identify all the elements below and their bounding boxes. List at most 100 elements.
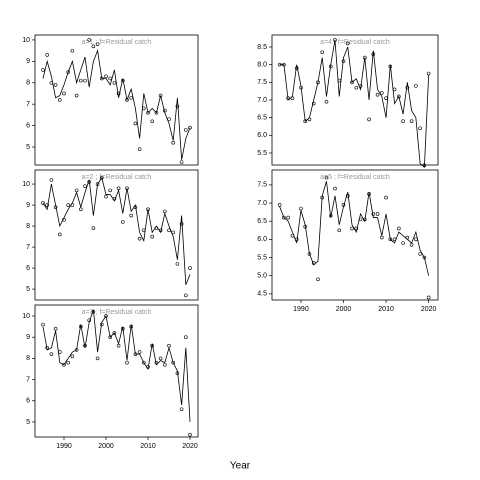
observed-point (418, 126, 422, 131)
observed-point (350, 226, 354, 231)
fitted-line (279, 181, 430, 276)
y-tick-label: 6.5 (257, 218, 267, 225)
observed-point (150, 119, 155, 124)
observed-point (354, 226, 359, 231)
y-tick-label: 6.5 (257, 115, 267, 122)
y-tick-label: 8.5 (257, 44, 267, 51)
observed-point (150, 234, 155, 239)
y-tick-label: 10 (22, 313, 30, 320)
y-tick-label: 5.5 (257, 254, 267, 261)
observed-point (83, 184, 87, 188)
panel-title: a=4 ; f=Residual catch (320, 39, 390, 46)
observed-point (282, 215, 286, 220)
observed-point (104, 194, 108, 199)
observed-point (158, 356, 163, 361)
observed-point (375, 212, 380, 216)
observed-point (112, 331, 117, 335)
observed-point (116, 91, 121, 96)
fitted-line (279, 39, 430, 168)
observed-point (125, 360, 129, 365)
observed-point (121, 220, 125, 224)
x-tick-label: 2010 (378, 306, 394, 313)
observed-point (311, 101, 316, 106)
observed-point (414, 84, 418, 88)
y-tick-label: 10 (22, 37, 30, 44)
observed-point (104, 74, 108, 79)
observed-point (45, 53, 49, 57)
y-tick-label: 6 (26, 398, 30, 405)
observed-point (95, 356, 100, 361)
x-tick-label: 2010 (140, 443, 156, 450)
y-tick-label: 7 (26, 376, 30, 383)
observed-point (108, 188, 112, 193)
y-tick-label: 5 (26, 144, 30, 151)
observed-point (112, 80, 117, 85)
y-tick-label: 7 (26, 244, 30, 251)
y-tick-label: 4.5 (257, 291, 267, 298)
panel-frame (34, 304, 199, 438)
observed-point (91, 226, 96, 230)
y-tick-label: 10 (22, 181, 30, 188)
observed-point (41, 68, 45, 72)
observed-point (299, 206, 303, 211)
observed-point (171, 140, 176, 145)
y-tick-label: 7.0 (257, 97, 267, 104)
y-tick-label: 6.0 (257, 132, 267, 139)
observed-point (286, 215, 290, 220)
x-tick-label: 2020 (182, 443, 198, 450)
observed-point (397, 226, 401, 231)
observed-point (316, 277, 320, 282)
observed-point (409, 119, 414, 123)
x-tick-label: 2000 (98, 443, 114, 450)
observed-point (320, 50, 325, 55)
panel-frame (34, 169, 199, 301)
panel-frame (271, 169, 439, 301)
observed-point (129, 213, 134, 218)
observed-point (380, 91, 384, 95)
panel-title: a=2 ; f=Residual catch (82, 174, 152, 181)
observed-point (401, 119, 405, 123)
observed-point (405, 85, 410, 90)
y-tick-label: 7 (26, 101, 30, 108)
observed-point (175, 104, 180, 109)
observed-point (137, 350, 142, 354)
observed-point (426, 71, 431, 76)
y-tick-label: 6.0 (257, 236, 267, 243)
observed-point (62, 91, 66, 96)
observed-point (49, 352, 54, 356)
y-tick-label: 6 (26, 122, 30, 129)
observed-point (74, 93, 79, 98)
observed-point (324, 99, 329, 104)
y-tick-label: 9 (26, 334, 30, 341)
observed-point (333, 186, 337, 191)
observed-point (91, 44, 96, 49)
observed-point (337, 228, 342, 233)
y-tick-label: 8.0 (257, 62, 267, 69)
observed-point (49, 178, 54, 182)
panel-title: a=3 ; f=Residual catch (82, 309, 152, 316)
observed-point (83, 78, 87, 83)
observed-point (133, 121, 138, 126)
observed-point (175, 262, 180, 266)
panel-title: a=1 ; f=Residual catch (82, 39, 152, 46)
observed-point (367, 117, 371, 122)
x-tick-label: 2000 (336, 306, 352, 313)
observed-point (70, 48, 75, 53)
observed-point (324, 175, 329, 180)
observed-point (163, 362, 167, 367)
observed-point (184, 128, 188, 132)
panel-title: a=5 ; f=Residual catch (320, 174, 390, 181)
observed-point (179, 407, 184, 412)
y-tick-label: 7.5 (257, 79, 267, 86)
observed-point (380, 235, 384, 240)
observed-point (57, 232, 62, 237)
y-tick-label: 9 (26, 202, 30, 209)
observed-point (41, 322, 45, 327)
observed-point (45, 203, 49, 207)
y-tick-label: 6 (26, 265, 30, 272)
observed-point (426, 295, 431, 300)
observed-point (78, 78, 83, 83)
x-tick-label: 1990 (293, 306, 309, 313)
observed-point (95, 42, 100, 47)
